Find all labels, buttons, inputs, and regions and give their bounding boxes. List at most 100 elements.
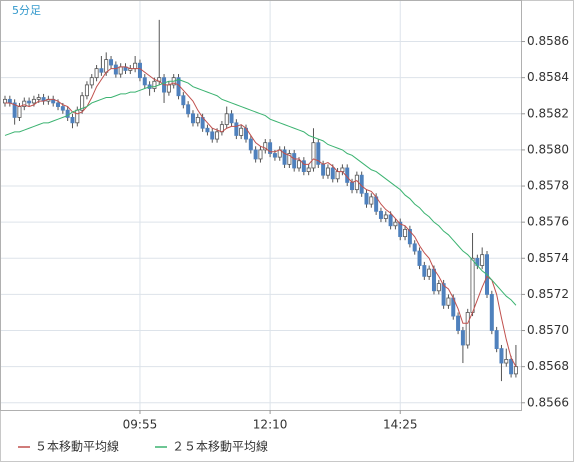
candle-body bbox=[422, 265, 427, 277]
candle-body bbox=[509, 359, 514, 375]
legend-label: ２５本移動平均線 bbox=[172, 439, 268, 454]
y-tick-label: 0.8572 bbox=[527, 287, 569, 301]
candle-body bbox=[248, 138, 253, 151]
y-tick-label: 0.8578 bbox=[527, 179, 569, 193]
y-tick-label: 0.8580 bbox=[527, 142, 569, 156]
candle-body bbox=[195, 117, 200, 124]
candle-body bbox=[224, 113, 229, 126]
candle-body bbox=[499, 348, 504, 364]
candle-body bbox=[465, 312, 470, 346]
y-tick-label: 0.8576 bbox=[527, 215, 569, 229]
candle-body bbox=[504, 359, 509, 364]
candle-body bbox=[456, 315, 461, 331]
candle-body bbox=[412, 243, 417, 252]
candle-body bbox=[427, 268, 432, 277]
x-tick-label: 12:10 bbox=[253, 418, 288, 432]
candle-body bbox=[80, 95, 85, 111]
candle-body bbox=[489, 294, 494, 331]
x-tick-label: 09:55 bbox=[123, 418, 158, 432]
candle-body bbox=[316, 142, 321, 165]
candle-body bbox=[60, 106, 65, 111]
candle-body bbox=[436, 283, 441, 292]
plot-area bbox=[0, 0, 522, 411]
candle-body bbox=[431, 268, 436, 292]
candle-body bbox=[239, 127, 244, 136]
candle-body bbox=[306, 167, 311, 172]
chart-title: 5分足 bbox=[12, 4, 41, 17]
candle-body bbox=[210, 131, 215, 140]
candle-body bbox=[70, 117, 75, 124]
candle-body bbox=[398, 221, 403, 238]
candle-body bbox=[234, 122, 239, 136]
candle-body bbox=[335, 171, 340, 180]
candle-body bbox=[364, 192, 369, 205]
candle-body bbox=[12, 102, 17, 118]
candle-body bbox=[470, 257, 475, 313]
moving-average-line bbox=[4, 78, 517, 306]
candle-body bbox=[350, 182, 355, 191]
y-tick-label: 0.8584 bbox=[527, 70, 569, 84]
y-tick-label: 0.8568 bbox=[527, 359, 569, 373]
legend-label: ５本移動平均線 bbox=[35, 439, 119, 454]
y-tick-label: 0.8570 bbox=[527, 323, 569, 337]
candle-body bbox=[137, 62, 142, 79]
candle-body bbox=[446, 297, 451, 306]
candle-body bbox=[7, 98, 12, 104]
candle-body bbox=[297, 160, 302, 169]
candle-body bbox=[378, 210, 383, 219]
candle-body bbox=[94, 68, 99, 79]
candle-body bbox=[311, 142, 316, 169]
candle-body bbox=[340, 167, 345, 172]
candle-body bbox=[56, 102, 61, 107]
candle-body bbox=[263, 142, 268, 151]
candle-body bbox=[369, 196, 374, 205]
y-tick-label: 0.8566 bbox=[527, 395, 569, 409]
candle-body bbox=[118, 66, 123, 75]
candle-body bbox=[99, 68, 104, 73]
candle-body bbox=[205, 127, 210, 133]
candle-body bbox=[407, 228, 412, 245]
candle-body bbox=[17, 106, 22, 118]
candle-body bbox=[31, 98, 36, 104]
candle-body bbox=[441, 283, 446, 306]
candle-body bbox=[330, 167, 335, 180]
y-tick-label: 0.8586 bbox=[527, 34, 569, 48]
candle-body bbox=[513, 366, 518, 375]
candle-body bbox=[287, 153, 292, 165]
candle-body bbox=[186, 104, 191, 115]
candle-body bbox=[272, 153, 277, 158]
candle-body bbox=[325, 167, 330, 176]
candle-body bbox=[403, 228, 408, 238]
candle-body bbox=[84, 84, 89, 97]
candle-body bbox=[190, 113, 195, 124]
candle-body bbox=[268, 142, 273, 154]
candle-body bbox=[229, 113, 234, 124]
candle-body bbox=[460, 330, 465, 346]
candle-body bbox=[393, 221, 398, 227]
y-tick-label: 0.8582 bbox=[527, 106, 569, 120]
candle-body bbox=[36, 97, 41, 100]
candle-body bbox=[417, 250, 422, 266]
candle-body bbox=[113, 64, 118, 75]
candle-body bbox=[22, 100, 27, 107]
candle-body bbox=[480, 254, 485, 266]
candle-body bbox=[388, 214, 393, 227]
candle-body bbox=[301, 160, 306, 172]
candle-body bbox=[253, 149, 258, 160]
candle-body bbox=[181, 95, 186, 106]
candle-body bbox=[27, 100, 32, 104]
candle-body bbox=[321, 163, 326, 176]
candle-body bbox=[282, 149, 287, 165]
candle-body bbox=[383, 214, 388, 219]
candle-body bbox=[89, 77, 94, 86]
candle-body bbox=[142, 77, 147, 86]
candle-body bbox=[166, 84, 171, 93]
candle-body bbox=[133, 62, 138, 70]
x-tick-label: 14:25 bbox=[383, 418, 418, 432]
candle-body bbox=[494, 330, 499, 349]
moving-average-line bbox=[5, 66, 517, 367]
candle-body bbox=[109, 59, 114, 66]
candle-body bbox=[75, 109, 80, 124]
